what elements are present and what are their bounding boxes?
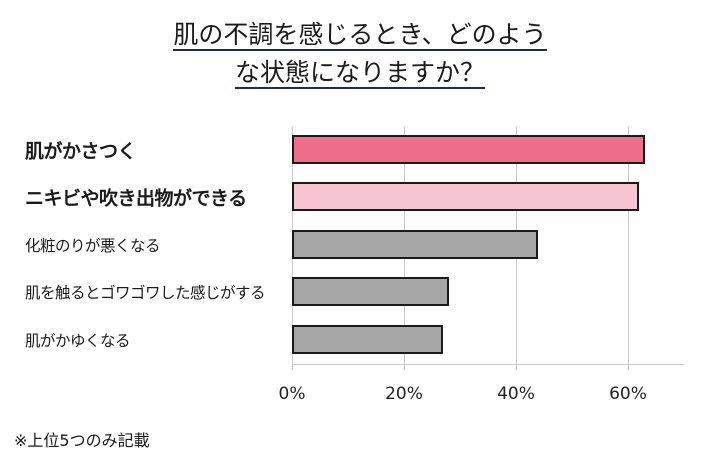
category-label: 肌がかさつく [25,140,137,163]
category-label: ニキビや吹き出物ができる [25,187,247,210]
x-axis [292,364,684,365]
bar [292,182,640,211]
category-label: 肌を触るとゴワゴワした感じがする [25,284,266,302]
bar [292,325,444,354]
footnote: ※上位5つのみ記載 [14,431,150,450]
title-text-2: な状態になりますか？ [234,58,485,89]
x-tick-label: 20% [385,384,423,404]
bar [292,135,645,164]
title-text-1: 肌の不調を感じるとき、どのよう [173,20,547,51]
x-tick-label: 0% [278,384,306,404]
gridline [628,127,629,370]
x-tick-label: 40% [497,384,535,404]
category-label: 化粧のりが悪くなる [25,237,161,255]
chart-title-line-2: な状態になりますか？ [0,56,720,90]
category-label: 肌がかゆくなる [25,332,131,350]
chart-title-line-1: 肌の不調を感じるとき、どのよう [0,18,720,52]
bar [292,230,539,259]
bar [292,277,449,306]
x-tick-label: 60% [609,384,647,404]
